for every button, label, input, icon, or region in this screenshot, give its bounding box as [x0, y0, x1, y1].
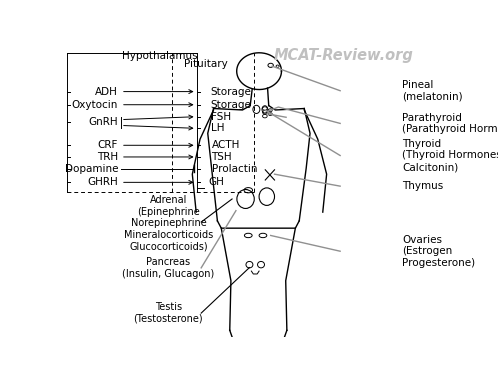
Text: Storage: Storage: [211, 86, 251, 97]
Text: LH: LH: [211, 123, 224, 133]
Text: Ovaries
(Estrogen
Progesterone): Ovaries (Estrogen Progesterone): [402, 235, 475, 268]
Text: Thymus: Thymus: [402, 181, 443, 191]
Text: ADH: ADH: [95, 86, 118, 97]
Text: Pituitary: Pituitary: [184, 59, 228, 69]
Text: ACTH: ACTH: [212, 140, 241, 150]
Text: TSH: TSH: [211, 152, 232, 162]
Text: Pancreas
(Insulin, Glucagon): Pancreas (Insulin, Glucagon): [123, 257, 215, 279]
Text: Adrenal
(Epinephrine
Norepinephrine
Mineralocorticoids
Glucocorticoids): Adrenal (Epinephrine Norepinephrine Mine…: [124, 195, 213, 252]
Text: GnRH: GnRH: [89, 117, 118, 127]
Text: CRF: CRF: [98, 140, 118, 150]
Text: Parathyroid
(Parathyroid Hormones): Parathyroid (Parathyroid Hormones): [402, 113, 498, 134]
Text: GH: GH: [209, 177, 225, 187]
Text: Oxytocin: Oxytocin: [72, 100, 118, 110]
Text: Prolactin: Prolactin: [212, 164, 258, 174]
Text: Dopamine: Dopamine: [65, 164, 118, 174]
Text: Pineal
(melatonin): Pineal (melatonin): [402, 80, 463, 102]
Text: Testis
(Testosterone): Testis (Testosterone): [133, 302, 203, 324]
Text: Thyroid
(Thyroid Hormones
Calcitonin): Thyroid (Thyroid Hormones Calcitonin): [402, 139, 498, 172]
Text: Storage: Storage: [211, 100, 251, 110]
Text: GHRH: GHRH: [88, 177, 118, 187]
Text: Hypothalamus: Hypothalamus: [122, 51, 198, 61]
Text: TRH: TRH: [97, 152, 118, 162]
Text: MCAT-Review.org: MCAT-Review.org: [274, 48, 414, 63]
Text: FSH: FSH: [211, 112, 231, 122]
